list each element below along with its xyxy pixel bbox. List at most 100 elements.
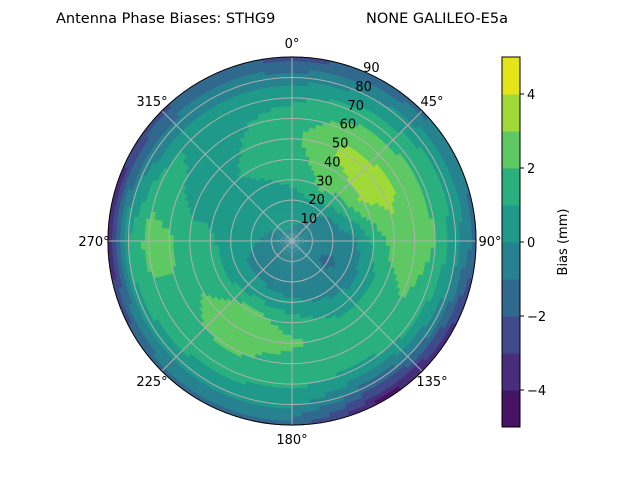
contour-cell	[357, 233, 363, 238]
contour-cell	[234, 240, 239, 245]
contour-cell	[242, 247, 249, 252]
contour-cell	[300, 217, 304, 223]
contour-cell	[279, 236, 285, 239]
contour-cell	[269, 215, 275, 220]
contour-cell	[288, 306, 293, 312]
contour-cell	[271, 258, 276, 263]
contour-cell	[279, 239, 284, 241]
contour-cell	[296, 281, 300, 287]
contour-cell	[308, 241, 314, 244]
contour-cell	[291, 318, 297, 324]
contour-cell	[283, 314, 289, 320]
contour-cell	[293, 273, 297, 279]
contour-cell	[271, 277, 276, 283]
contour-cell	[279, 258, 283, 264]
contour-cell	[267, 234, 273, 237]
contour-cell	[300, 241, 305, 244]
contour-cell	[298, 301, 303, 307]
contour-cell	[267, 217, 272, 222]
contour-cell	[305, 206, 310, 212]
contour-cell	[273, 269, 278, 275]
contour-cell	[284, 195, 288, 201]
contour-cell	[284, 268, 288, 274]
contour-cell	[296, 285, 300, 291]
contour-cell	[289, 253, 291, 258]
contour-cell	[262, 236, 268, 239]
contour-cell	[302, 171, 307, 178]
contour-cell	[303, 192, 308, 199]
contour-cell	[305, 216, 310, 222]
contour-cell	[279, 183, 284, 190]
contour-cell	[310, 229, 316, 233]
contour-cell	[270, 252, 276, 256]
contour-cell	[294, 228, 297, 234]
contour-cell	[330, 251, 337, 256]
contour-cell	[294, 187, 298, 193]
contour-cell	[271, 164, 277, 170]
contour-cell	[296, 230, 301, 235]
contour-cell	[274, 206, 279, 212]
contour-cell	[283, 247, 287, 252]
contour-cell	[289, 281, 293, 287]
contour-cell	[286, 233, 290, 238]
contour-cell	[299, 238, 305, 240]
contour-cell	[305, 270, 310, 276]
contour-cell	[276, 233, 282, 237]
contour-cell	[264, 229, 270, 233]
contour-cell	[290, 244, 292, 250]
contour-cell	[266, 258, 271, 264]
contour-cell	[287, 261, 290, 267]
contour-cell	[319, 230, 325, 234]
contour-cell	[308, 268, 313, 274]
contour-fill	[107, 56, 477, 426]
contour-cell	[276, 210, 281, 216]
contour-cell	[289, 285, 293, 291]
contour-cell	[307, 225, 313, 230]
contour-cell	[288, 174, 293, 180]
contour-cell	[272, 168, 278, 174]
contour-cell	[300, 241, 305, 243]
contour-cell	[351, 227, 358, 232]
contour-cell	[279, 218, 283, 224]
contour-cell	[363, 252, 370, 258]
contour-cell	[291, 310, 297, 316]
contour-cell	[275, 238, 280, 240]
contour-cell	[279, 242, 285, 244]
contour-cell	[291, 179, 296, 184]
contour-cell	[218, 225, 225, 231]
contour-cell	[330, 224, 336, 229]
contour-cell	[309, 209, 315, 215]
contour-cell	[268, 249, 274, 253]
contour-cell	[307, 312, 313, 318]
contour-cell	[300, 292, 305, 299]
contour-cell	[303, 214, 307, 220]
contour-cell	[280, 235, 285, 238]
contour-cell	[296, 187, 301, 193]
contour-cell	[272, 286, 278, 293]
contour-cell	[287, 195, 291, 201]
contour-cell	[292, 232, 295, 238]
contour-cell	[299, 268, 303, 274]
contour-cell	[273, 198, 278, 204]
contour-cell	[284, 247, 288, 252]
contour-cell	[275, 234, 281, 238]
contour-cell	[299, 242, 305, 245]
contour-cell	[298, 284, 303, 291]
contour-cell	[299, 234, 304, 238]
contour-cell	[295, 238, 301, 240]
contour-cell	[271, 237, 276, 240]
contour-cell	[277, 247, 282, 251]
contour-cell	[320, 222, 326, 227]
contour-cell	[287, 318, 293, 324]
contour-cell	[284, 260, 287, 266]
contour-cell	[287, 265, 290, 271]
contour-cell	[344, 246, 350, 251]
contour-cell	[351, 223, 357, 229]
contour-cell	[281, 245, 286, 249]
contour-cell	[282, 217, 286, 222]
contour-cell	[292, 232, 294, 238]
contour-cell	[246, 238, 252, 242]
contour-cell	[279, 237, 285, 240]
contour-cell	[281, 301, 286, 307]
contour-cell	[269, 256, 274, 261]
